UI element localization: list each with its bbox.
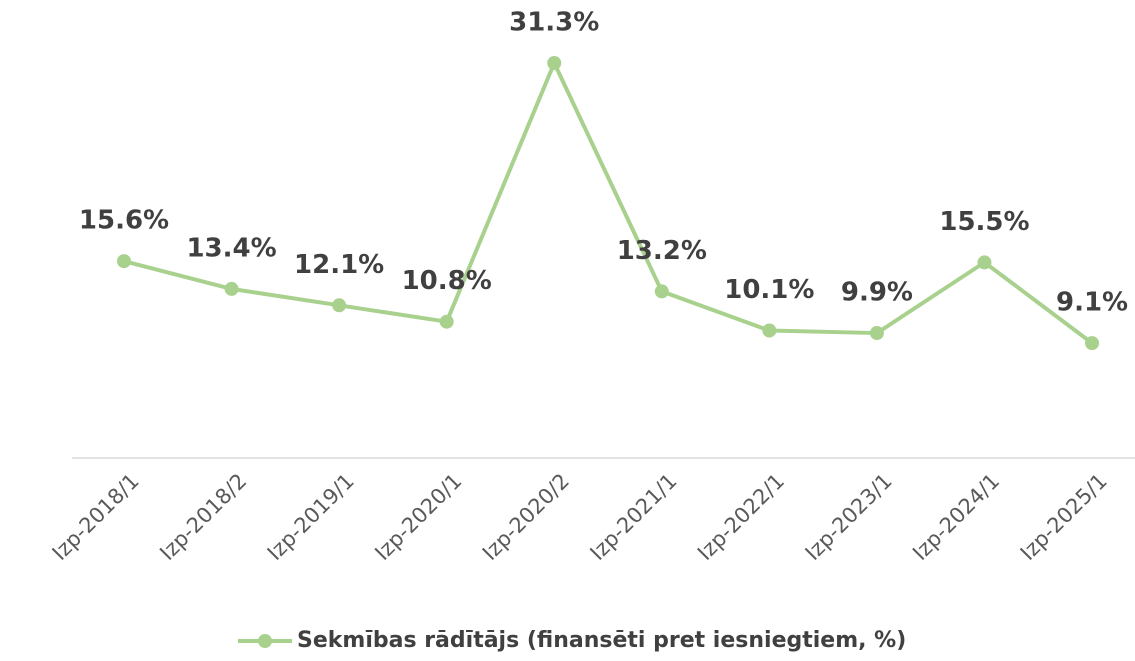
point: [1085, 336, 1100, 351]
legend-marker: [258, 634, 272, 648]
x-tick-label: Izp-2018/1: [48, 469, 144, 565]
x-tick-label: Izp-2024/1: [908, 469, 1004, 565]
data-label: 13.2%: [617, 236, 707, 266]
point: [117, 254, 131, 269]
data-label: 13.4%: [186, 233, 276, 263]
data-label: 15.6%: [79, 206, 169, 236]
x-tick-label: Izp-2021/1: [585, 469, 681, 565]
legend-label: Sekmības rādītājs (finansēti pret iesnie…: [297, 628, 906, 653]
series-line: [123, 60, 1094, 345]
x-tick-label: Izp-2018/2: [155, 469, 251, 565]
data-label: 10.8%: [402, 266, 492, 296]
data-label: 15.5%: [939, 207, 1029, 237]
data-label: 12.1%: [294, 250, 384, 280]
point: [332, 298, 347, 313]
data-label: 10.1%: [724, 275, 814, 305]
point: [224, 281, 239, 296]
x-tick-label: Izp-2020/1: [370, 469, 466, 565]
point: [547, 55, 562, 70]
x-tick-label: Izp-2025/1: [1016, 469, 1112, 565]
point: [977, 255, 992, 270]
x-tick-label: Izp-2020/2: [478, 469, 574, 565]
data-label: 9.1%: [1056, 288, 1128, 318]
point: [869, 326, 884, 341]
data-label: 31.3%: [509, 7, 599, 37]
data-label: 9.9%: [841, 278, 913, 308]
x-tick-label: Izp-2023/1: [801, 469, 897, 565]
point: [439, 314, 454, 329]
x-tick-label: Izp-2019/1: [263, 469, 359, 565]
point: [762, 323, 777, 338]
point: [654, 284, 669, 299]
x-tick-label: Izp-2022/1: [693, 469, 789, 565]
